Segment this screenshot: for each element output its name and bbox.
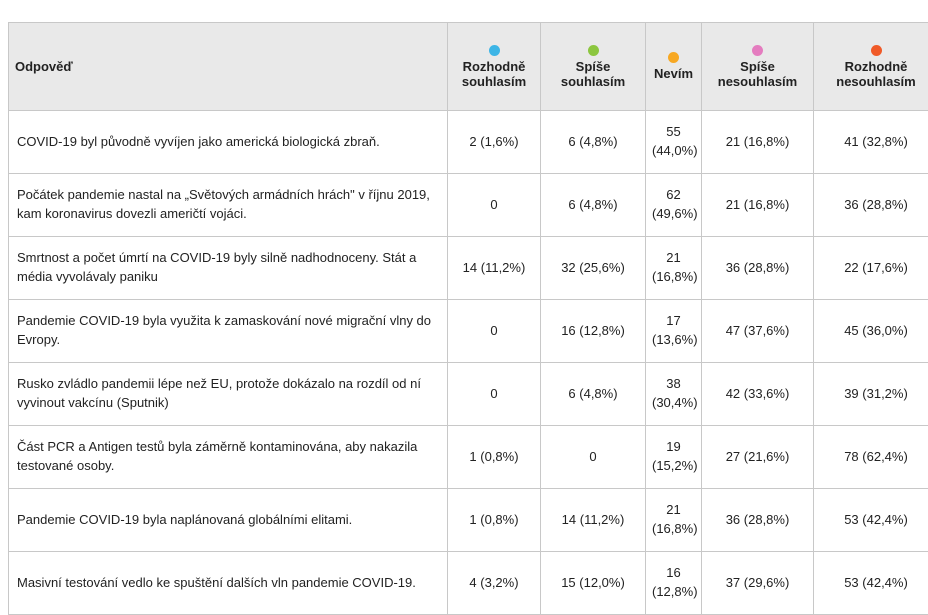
count-cell: 0 [448,300,541,363]
header-label: Rozhodně nesouhlasím [836,59,915,89]
count-cell: 2 (1,6%) [448,111,541,174]
table-body: COVID-19 byl původně vyvíjen jako americ… [9,111,928,615]
legend-dot [668,52,679,63]
table-row: Masivní testování vedlo ke spuštění dalš… [9,552,928,615]
count-cell: 45 (36,0%) [814,300,928,363]
header-row: Odpověď Rozhodně souhlasím Spíše souhlasím… [9,23,928,111]
count-cell: 16 (12,8%) [646,552,702,615]
count-cell: 42 (33,6%) [702,363,814,426]
table-container: Odpověď Rozhodně souhlasím Spíše souhlasím… [8,22,928,615]
count-cell: 16 (12,8%) [541,300,646,363]
count-cell: 78 (62,4%) [814,426,928,489]
statement-cell: Rusko zvládlo pandemii lépe než EU, prot… [9,363,448,426]
count-cell: 17 (13,6%) [646,300,702,363]
count-cell: 1 (0,8%) [448,489,541,552]
header-cell: Nevím [646,23,702,111]
legend-dot [489,45,500,56]
header-label: Spíše nesouhlasím [718,59,797,89]
survey-table: Odpověď Rozhodně souhlasím Spíše souhlasím… [8,22,928,615]
count-cell: 39 (31,2%) [814,363,928,426]
header-label: Rozhodně souhlasím [462,59,526,89]
legend-dot [752,45,763,56]
count-cell: 62 (49,6%) [646,174,702,237]
header-label: Spíše souhlasím [561,59,625,89]
count-cell: 21 (16,8%) [646,237,702,300]
legend-dot [588,45,599,56]
count-cell: 21 (16,8%) [702,174,814,237]
count-cell: 22 (17,6%) [814,237,928,300]
count-cell: 19 (15,2%) [646,426,702,489]
count-cell: 15 (12,0%) [541,552,646,615]
count-cell: 38 (30,4%) [646,363,702,426]
count-cell: 6 (4,8%) [541,363,646,426]
table-row: COVID-19 byl původně vyvíjen jako americ… [9,111,928,174]
count-cell: 41 (32,8%) [814,111,928,174]
header-cell: Odpověď [9,23,448,111]
count-cell: 14 (11,2%) [541,489,646,552]
statement-cell: Pandemie COVID-19 byla naplánovaná globá… [9,489,448,552]
count-cell: 53 (42,4%) [814,552,928,615]
statement-cell: Masivní testování vedlo ke spuštění dalš… [9,552,448,615]
header-cell: Rozhodně nesouhlasím [814,23,928,111]
count-cell: 55 (44,0%) [646,111,702,174]
count-cell: 21 (16,8%) [646,489,702,552]
statement-cell: Část PCR a Antigen testů byla záměrně ko… [9,426,448,489]
table-row: Smrtnost a počet úmrtí na COVID-19 byly … [9,237,928,300]
header-cell: Spíše souhlasím [541,23,646,111]
statement-cell: COVID-19 byl původně vyvíjen jako americ… [9,111,448,174]
table-row: Pandemie COVID-19 byla využita k zamasko… [9,300,928,363]
count-cell: 0 [448,363,541,426]
count-cell: 53 (42,4%) [814,489,928,552]
count-cell: 1 (0,8%) [448,426,541,489]
table-row: Pandemie COVID-19 byla naplánovaná globá… [9,489,928,552]
count-cell: 6 (4,8%) [541,174,646,237]
count-cell: 36 (28,8%) [814,174,928,237]
table-row: Část PCR a Antigen testů byla záměrně ko… [9,426,928,489]
count-cell: 47 (37,6%) [702,300,814,363]
count-cell: 0 [448,174,541,237]
header-label: Odpověď [15,59,73,74]
count-cell: 32 (25,6%) [541,237,646,300]
table-row: Počátek pandemie nastal na „Světových ar… [9,174,928,237]
count-cell: 36 (28,8%) [702,237,814,300]
header-cell: Rozhodně souhlasím [448,23,541,111]
table-row: Rusko zvládlo pandemii lépe než EU, prot… [9,363,928,426]
count-cell: 27 (21,6%) [702,426,814,489]
count-cell: 37 (29,6%) [702,552,814,615]
statement-cell: Pandemie COVID-19 byla využita k zamasko… [9,300,448,363]
statement-cell: Smrtnost a počet úmrtí na COVID-19 byly … [9,237,448,300]
statement-cell: Počátek pandemie nastal na „Světových ar… [9,174,448,237]
count-cell: 21 (16,8%) [702,111,814,174]
count-cell: 36 (28,8%) [702,489,814,552]
header-cell: Spíše nesouhlasím [702,23,814,111]
count-cell: 0 [541,426,646,489]
header-label: Nevím [654,66,693,81]
count-cell: 6 (4,8%) [541,111,646,174]
count-cell: 4 (3,2%) [448,552,541,615]
count-cell: 14 (11,2%) [448,237,541,300]
legend-dot [871,45,882,56]
